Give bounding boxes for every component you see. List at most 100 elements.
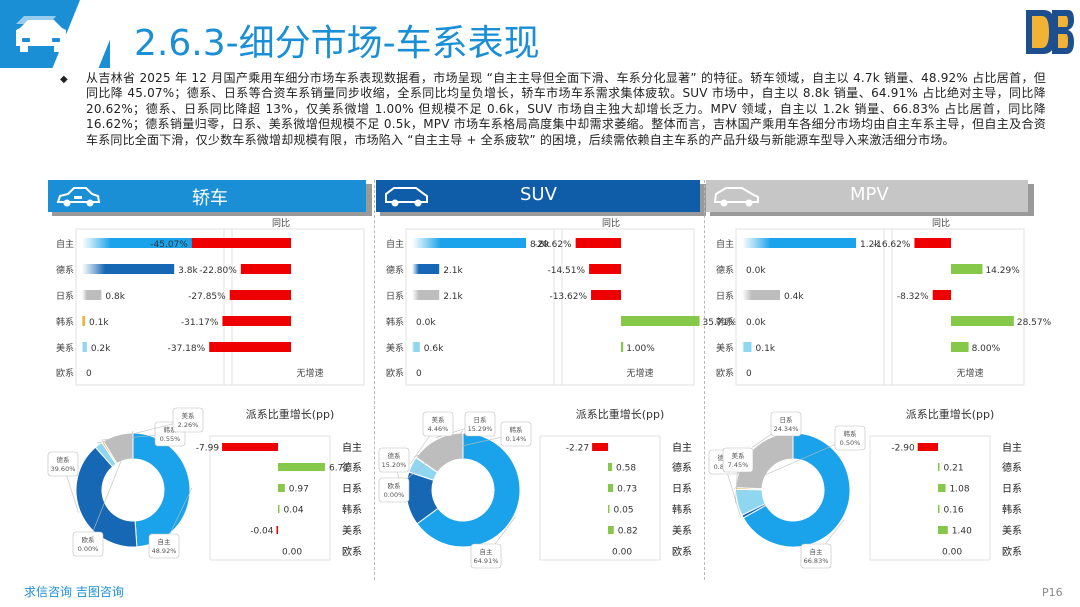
- donut-label-name: 韩系: [510, 425, 524, 434]
- yoy-value-label: 28.57%: [1017, 318, 1052, 328]
- pp-category-label: 韩系: [1002, 503, 1022, 516]
- pp-value-label: 0.82: [618, 527, 638, 537]
- sales-value-label: 3.8k: [178, 266, 198, 276]
- category-label: 欧系: [56, 367, 74, 379]
- yoy-value-label: -13.62%: [549, 292, 587, 302]
- donut-label-value: 39.60%: [51, 465, 76, 473]
- pp-title: 派系比重增长(pp): [906, 407, 995, 421]
- pp-value-label: 0.00: [612, 548, 632, 558]
- donut-slice: [415, 432, 464, 473]
- pp-chart-frame: [539, 435, 661, 561]
- donut-label: 美系4.46%: [409, 411, 454, 464]
- yoy-value-label: -8.32%: [897, 292, 929, 302]
- pp-category-label: 欧系: [1002, 546, 1022, 558]
- section-label-suv: SUV: [520, 184, 557, 205]
- pp-value-label: 1.08: [950, 485, 970, 495]
- section-label-sedan: 轿车: [192, 188, 228, 209]
- pp-value-label: 1.40: [952, 527, 972, 537]
- pp-category-label: 美系: [342, 524, 362, 537]
- yoy-value-label: 1.00%: [626, 344, 655, 354]
- panel-suv: 自主 8.8k 德系 2.1k 日系 2.1k 韩系 0.0k 美系 0.6k 欧系 0 同比 -20.6…: [378, 217, 738, 569]
- sales-value-label: 0.2k: [91, 344, 111, 354]
- donut-label-value: 0.14%: [506, 435, 527, 443]
- pp-value-label: -2.90: [891, 444, 915, 454]
- sales-bar: [82, 290, 102, 300]
- donut-label-value: 0.55%: [160, 435, 181, 443]
- sales-chart-frame: [735, 228, 893, 386]
- pp-category-label: 德系: [342, 461, 362, 474]
- donut-label-name: 美系: [432, 415, 446, 424]
- pp-category-label: 德系: [672, 461, 692, 474]
- divider: [704, 180, 705, 580]
- sales-bar: [82, 238, 196, 248]
- yoy-value-label: -14.51%: [547, 266, 585, 276]
- page-number: P16: [1042, 586, 1063, 599]
- yoy-value-label: 8.00%: [972, 344, 1001, 354]
- pp-category-label: 美系: [1002, 524, 1022, 537]
- pp-bar: [938, 463, 940, 471]
- pp-value-label: 0.97: [289, 485, 309, 495]
- category-label: 美系: [56, 342, 74, 354]
- pp-category-label: 自主: [672, 441, 692, 454]
- category-label: 韩系: [716, 316, 734, 328]
- car-icon: [16, 16, 66, 52]
- sales-value-label: 1.2k: [860, 240, 880, 250]
- yoy-bar: [229, 290, 291, 300]
- donut-label-value: 4.46%: [428, 425, 449, 433]
- yoy-bar: [621, 316, 700, 326]
- category-label: 欧系: [386, 367, 404, 379]
- sales-value-label: 0.4k: [784, 292, 804, 302]
- pp-category-label: 德系: [1002, 461, 1022, 474]
- sales-value-label: 0.8k: [105, 292, 125, 302]
- pp-category-label: 自主: [342, 441, 362, 454]
- section-header-sedan: 轿车: [48, 180, 372, 216]
- donut-label-name: 自主: [810, 547, 824, 556]
- section-header-mpv: MPV: [706, 180, 1034, 216]
- pp-title: 派系比重增长(pp): [576, 407, 665, 421]
- yoy-bar: [951, 316, 1014, 326]
- sales-value-label: 0.1k: [756, 344, 776, 354]
- pp-value-label: -2.27: [566, 444, 589, 454]
- yoy-title: 同比: [932, 217, 950, 229]
- pp-category-label: 欧系: [672, 546, 692, 558]
- donut-label: 欧系0.00%: [378, 430, 464, 503]
- yoy-bar: [951, 342, 969, 352]
- donut-label-name: 德系: [388, 451, 402, 460]
- category-label: 欧系: [716, 367, 734, 379]
- category-label: 日系: [716, 291, 734, 302]
- sales-bar: [412, 342, 420, 352]
- donut-label-name: 韩系: [164, 425, 178, 434]
- category-label: 德系: [56, 264, 74, 276]
- pp-category-label: 美系: [672, 524, 692, 537]
- donut-label: 欧系0.00%: [72, 430, 134, 557]
- suv-icon: [385, 187, 428, 207]
- donut-label-name: 韩系: [844, 429, 858, 438]
- sales-value-label: 0.1k: [89, 318, 109, 328]
- category-label: 美系: [716, 342, 734, 354]
- sales-bar: [742, 290, 780, 300]
- yoy-bar: [621, 342, 624, 352]
- yoy-value-label: -37.18%: [168, 344, 206, 354]
- donut-label-value: 66.83%: [804, 557, 829, 565]
- yoy-bar: [222, 316, 291, 326]
- category-label: 韩系: [386, 316, 404, 328]
- donut-label-name: 日系: [780, 415, 794, 424]
- donut-slice: [132, 432, 191, 548]
- pp-category-label: 韩系: [672, 503, 692, 516]
- sales-value-label: 8.8k: [530, 240, 550, 250]
- pp-category-label: 欧系: [342, 546, 362, 558]
- donut-label-value: 0.00%: [78, 545, 99, 553]
- panel-sedan: 自主4.7k德系3.8k日系0.8k韩系0.1k美系0.2k欧系0同比-45.0…: [47, 217, 365, 561]
- pp-bar: [938, 484, 946, 492]
- category-label: 自主: [386, 238, 404, 250]
- brand-logo-icon: [1026, 10, 1074, 54]
- yoy-chart-frame: [883, 228, 1025, 386]
- pp-bar: [278, 463, 325, 471]
- yoy-value-label: 无增速: [296, 367, 323, 379]
- sales-bar: [82, 342, 87, 352]
- donut-label-value: 7.45%: [728, 461, 749, 469]
- yoy-value-label: 35.71%: [703, 318, 738, 328]
- category-label: 自主: [56, 238, 74, 250]
- pp-value-label: -0.04: [250, 527, 274, 537]
- pp-category-label: 日系: [672, 483, 692, 495]
